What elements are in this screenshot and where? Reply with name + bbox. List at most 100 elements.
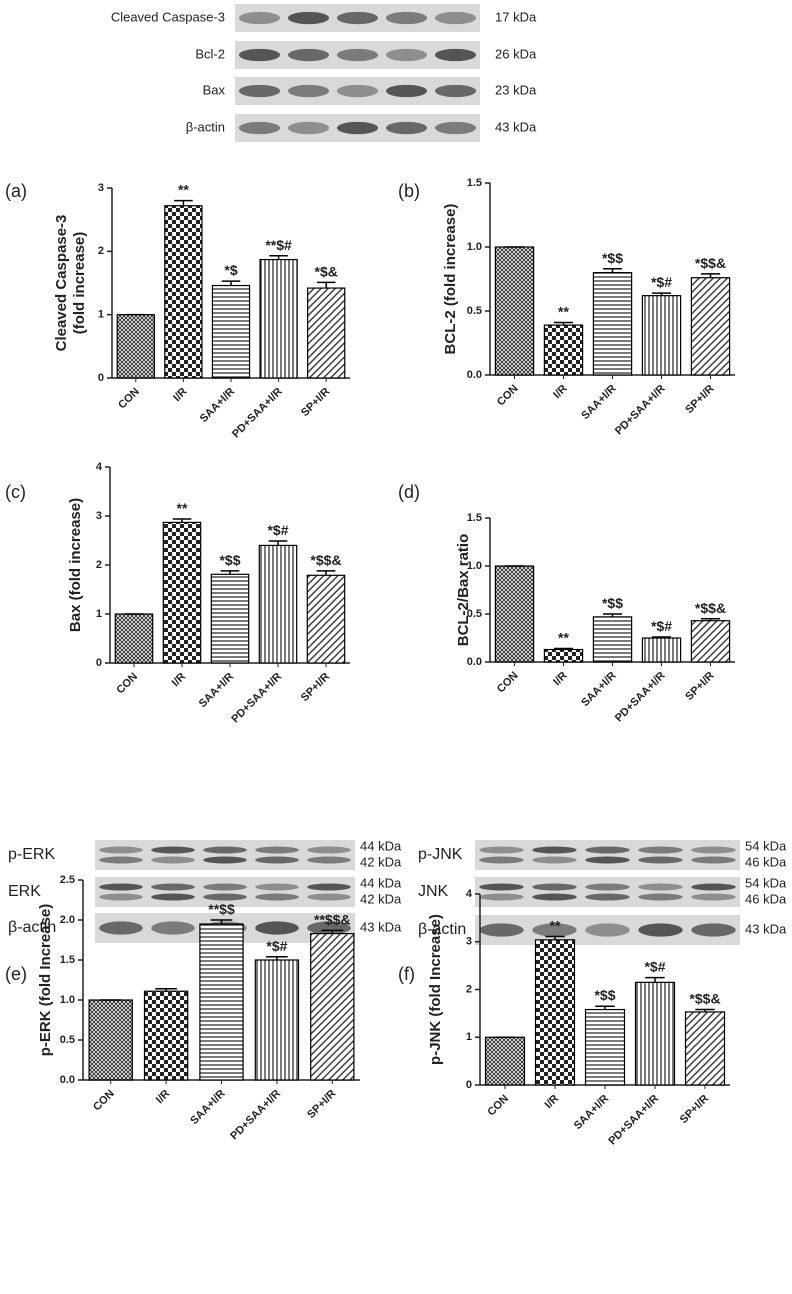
significance-label: *$#	[267, 522, 288, 538]
blot-band	[585, 923, 630, 937]
bar	[543, 648, 584, 663]
blot-band	[479, 923, 524, 937]
x-tick-label: SP+I/R	[683, 383, 716, 416]
bar	[592, 616, 633, 663]
bar	[114, 613, 154, 664]
blot-band	[638, 856, 683, 864]
blot-band	[479, 846, 524, 854]
blot-band	[255, 846, 299, 854]
blot-label: Cleaved Caspase-3	[111, 9, 225, 24]
blot-band	[479, 883, 524, 891]
blot-band	[336, 84, 379, 98]
blot-band	[99, 856, 143, 864]
y-tick-label: 0	[98, 372, 104, 384]
x-tick-label: CON	[495, 383, 521, 409]
significance-label: *$$&	[695, 600, 726, 616]
bar	[484, 1036, 526, 1086]
panel-label: (c)	[5, 482, 26, 502]
blot-band	[585, 846, 630, 854]
significance-label: *$	[224, 262, 237, 278]
significance-label: *$$&	[689, 991, 720, 1007]
x-tick-label: SAA+I/R	[579, 383, 618, 422]
y-tick-label: 1	[98, 309, 104, 321]
panel-label: (d)	[398, 482, 420, 502]
blot-band	[99, 883, 143, 891]
blot-band	[238, 121, 281, 135]
bar	[690, 620, 731, 663]
blot-band	[151, 921, 195, 935]
blot-band	[238, 11, 281, 25]
blot-label: p-ERK	[8, 846, 55, 863]
y-tick-label: 1.0	[467, 560, 482, 572]
blot-label: β-actin	[418, 921, 466, 938]
y-tick-label: 1	[466, 1031, 472, 1043]
significance-label: **$$	[208, 901, 235, 917]
bar	[494, 246, 535, 376]
blot-band	[434, 11, 477, 25]
y-axis-label: BCL-2/Bax ratio	[455, 534, 472, 647]
blot-band	[638, 846, 683, 854]
x-tick-label: PD+SAA+I/R	[606, 1093, 661, 1148]
y-tick-label: 0.0	[467, 656, 482, 668]
blot	[95, 877, 355, 907]
x-tick-label: PD+SAA+I/R	[229, 671, 284, 726]
bar	[684, 1011, 726, 1086]
kda-label: 44 kDa	[360, 838, 402, 853]
significance-label: **	[558, 304, 569, 320]
bar	[116, 314, 155, 379]
x-tick-label: CON	[485, 1093, 511, 1119]
kda-label: 46 kDa	[745, 854, 787, 869]
blot-band	[99, 921, 143, 935]
y-tick-label: 0.0	[467, 369, 482, 381]
bar	[211, 284, 251, 379]
y-tick-label: 4	[96, 461, 103, 473]
y-axis-label: Bax (fold increase)	[67, 498, 84, 632]
kda-label: 54 kDa	[745, 838, 787, 853]
blot-band	[203, 856, 247, 864]
x-tick-label: CON	[114, 671, 140, 697]
x-tick-label: I/R	[171, 386, 189, 404]
significance-label: **	[178, 182, 189, 198]
blot-label: ERK	[8, 883, 41, 900]
x-tick-label: I/R	[551, 670, 569, 688]
y-tick-label: 0.0	[60, 1074, 75, 1086]
blot-band	[385, 48, 428, 62]
blot-band	[307, 893, 351, 901]
blot-band	[691, 923, 736, 937]
bar	[199, 923, 244, 1081]
significance-label: **	[558, 630, 569, 646]
y-axis-label: Cleaved Caspase-3(fold increase)	[53, 215, 88, 352]
x-tick-label: SAA+I/R	[188, 1088, 227, 1127]
y-tick-label: 2	[98, 245, 104, 257]
bar	[641, 295, 682, 376]
panel-label: (e)	[5, 964, 27, 984]
y-tick-label: 0.5	[60, 1034, 75, 1046]
kda-label: 42 kDa	[360, 891, 402, 906]
kda-label: 46 kDa	[745, 891, 787, 906]
x-tick-label: SP+I/R	[678, 1093, 711, 1126]
blot-band	[691, 856, 736, 864]
blot-band	[585, 893, 630, 901]
x-tick-label: SAA+I/R	[197, 671, 236, 710]
blot-band	[255, 883, 299, 891]
x-tick-label: SAA+I/R	[579, 670, 618, 709]
blot-band	[287, 121, 330, 135]
significance-label: **	[550, 917, 561, 933]
kda-label: 43 kDa	[745, 921, 787, 936]
x-tick-label: PD+SAA+I/R	[230, 386, 285, 441]
panel-label: (f)	[398, 964, 415, 984]
y-axis-label-line: Cleaved Caspase-3	[53, 215, 70, 352]
y-tick-label: 2	[466, 983, 472, 995]
significance-label: *$&	[315, 263, 338, 279]
blot-band	[691, 846, 736, 854]
blot-band	[336, 121, 379, 135]
y-tick-label: 1	[96, 608, 102, 620]
significance-label: *$#	[651, 618, 672, 634]
bar	[307, 287, 346, 379]
blot-band	[479, 893, 524, 901]
y-tick-label: 3	[96, 510, 102, 522]
blot-band	[151, 893, 195, 901]
y-tick-label: 2	[96, 559, 102, 571]
bar	[584, 1008, 626, 1086]
panel-label: (a)	[5, 181, 27, 201]
